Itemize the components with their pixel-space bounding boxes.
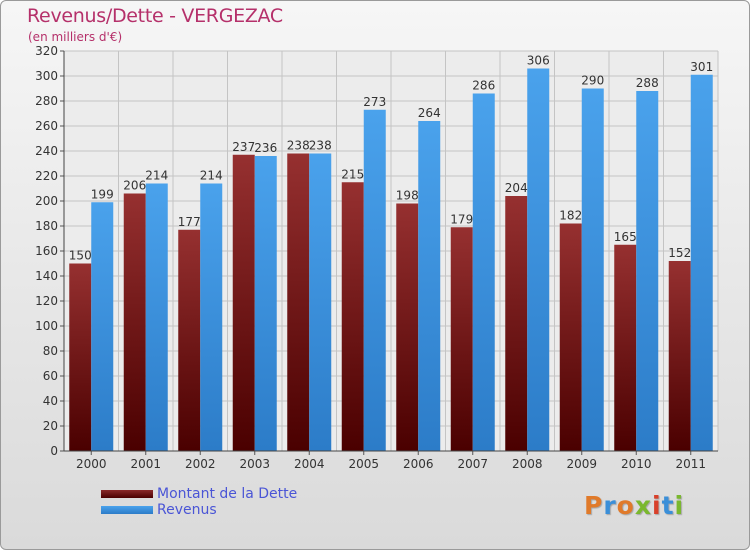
y-tick-label: 120 <box>35 294 58 308</box>
dette-bar <box>232 154 255 451</box>
data-label: 288 <box>636 76 659 90</box>
data-label: 206 <box>123 179 146 193</box>
revenus-bar <box>309 153 332 451</box>
data-label: 286 <box>472 79 495 93</box>
x-tick-label: 2005 <box>348 457 379 471</box>
data-label: 152 <box>668 246 691 260</box>
dette-bar <box>178 229 201 451</box>
data-label: 150 <box>69 249 92 263</box>
y-tick-label: 160 <box>35 244 58 258</box>
data-label: 199 <box>91 187 114 201</box>
dette-bar <box>668 261 691 451</box>
data-label: 306 <box>527 54 550 68</box>
dette-bar <box>450 227 473 451</box>
logo-letter: r <box>603 491 617 520</box>
y-tick-label: 180 <box>35 219 58 233</box>
legend-label-revenus: Revenus <box>157 502 217 518</box>
y-tick-label: 240 <box>35 144 58 158</box>
data-label: 237 <box>232 140 255 154</box>
revenus-bar <box>472 93 495 451</box>
y-tick-label: 0 <box>50 444 58 458</box>
revenus-bar <box>91 202 114 451</box>
chart-title: Revenus/Dette - VERGEZAC <box>27 5 283 27</box>
logo-letter: i <box>652 491 662 520</box>
logo-letter: P <box>584 491 604 520</box>
legend-swatch-revenus <box>101 506 153 514</box>
revenus-bar <box>636 91 659 451</box>
revenus-bar <box>145 183 168 451</box>
dette-bar <box>69 263 92 451</box>
y-tick-label: 220 <box>35 169 58 183</box>
data-label: 238 <box>309 139 332 153</box>
data-label: 204 <box>505 181 528 195</box>
x-tick-label: 2007 <box>457 457 488 471</box>
revenus-bar <box>254 156 277 451</box>
x-tick-label: 2009 <box>566 457 597 471</box>
revenus-bar <box>690 74 713 451</box>
legend-label-dette: Montant de la Dette <box>157 486 298 502</box>
y-tick-label: 320 <box>35 44 58 58</box>
data-label: 301 <box>690 60 713 74</box>
x-tick-label: 2004 <box>294 457 325 471</box>
y-tick-label: 60 <box>43 369 58 383</box>
data-label: 165 <box>614 230 637 244</box>
data-label: 182 <box>559 209 582 223</box>
dette-bar <box>505 196 528 451</box>
revenus-bar <box>418 121 441 451</box>
data-label: 238 <box>287 139 310 153</box>
y-tick-label: 40 <box>43 394 58 408</box>
logo-letter: t <box>661 491 675 520</box>
y-tick-label: 260 <box>35 119 58 133</box>
y-tick-label: 80 <box>43 344 58 358</box>
data-label: 273 <box>363 95 386 109</box>
y-tick-label: 300 <box>35 69 58 83</box>
legend-swatch-dette <box>101 490 153 498</box>
y-tick-label: 20 <box>43 419 58 433</box>
x-tick-label: 2011 <box>675 457 706 471</box>
x-tick-label: 2010 <box>621 457 652 471</box>
logo-letter: i <box>674 491 685 520</box>
data-label: 215 <box>341 167 364 181</box>
y-tick-label: 100 <box>35 319 58 333</box>
x-tick-label: 2000 <box>76 457 107 471</box>
data-label: 236 <box>254 141 277 155</box>
logo-letter: o <box>616 491 635 520</box>
y-tick-label: 200 <box>35 194 58 208</box>
proxiti-logo: Proxiti <box>584 491 684 520</box>
revenus-bar <box>581 88 604 451</box>
data-label: 214 <box>200 169 223 183</box>
x-tick-label: 2002 <box>185 457 216 471</box>
x-tick-label: 2003 <box>239 457 270 471</box>
y-tick-label: 280 <box>35 94 58 108</box>
data-label: 264 <box>418 106 441 120</box>
data-label: 177 <box>178 215 201 229</box>
dette-bar <box>396 203 419 451</box>
dette-bar <box>614 244 637 451</box>
x-tick-label: 2006 <box>403 457 434 471</box>
logo-letter: x <box>634 491 652 520</box>
dette-bar <box>559 223 582 451</box>
revenus-bar <box>200 183 223 451</box>
data-label: 179 <box>450 212 473 226</box>
dette-bar <box>123 193 146 451</box>
revenus-bar <box>527 68 550 451</box>
revenus-bar <box>363 109 386 451</box>
chart-subtitle: (en milliers d'€) <box>28 30 123 44</box>
dette-bar <box>287 153 310 451</box>
x-tick-label: 2001 <box>130 457 161 471</box>
x-tick-label: 2008 <box>512 457 543 471</box>
y-tick-label: 140 <box>35 269 58 283</box>
data-label: 214 <box>145 169 168 183</box>
data-label: 198 <box>396 189 419 203</box>
dette-bar <box>341 182 364 451</box>
data-label: 290 <box>581 74 604 88</box>
